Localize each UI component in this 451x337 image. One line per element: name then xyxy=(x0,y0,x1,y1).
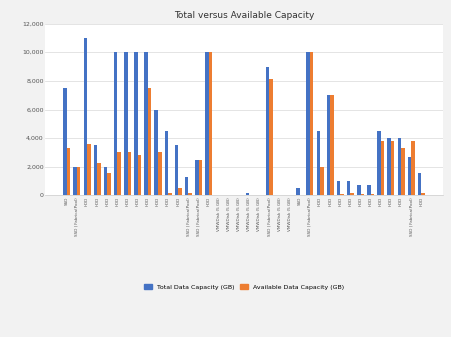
Bar xyxy=(104,167,107,195)
Bar xyxy=(144,52,147,195)
Bar xyxy=(319,167,323,195)
Bar xyxy=(346,181,350,195)
Bar xyxy=(410,141,414,195)
Bar xyxy=(205,52,208,195)
Bar xyxy=(174,145,178,195)
Bar xyxy=(377,131,380,195)
Bar xyxy=(245,193,249,195)
Bar xyxy=(356,185,360,195)
Bar xyxy=(168,192,171,195)
Bar xyxy=(77,167,80,195)
Bar xyxy=(154,110,158,195)
Bar xyxy=(147,88,151,195)
Bar xyxy=(164,131,168,195)
Bar xyxy=(309,52,313,195)
Bar xyxy=(370,194,373,195)
Bar xyxy=(158,152,161,195)
Bar xyxy=(188,192,192,195)
Bar xyxy=(124,52,127,195)
Bar xyxy=(407,157,410,195)
Bar xyxy=(117,152,121,195)
Bar xyxy=(194,160,198,195)
Bar xyxy=(87,144,91,195)
Bar xyxy=(417,173,420,195)
Bar xyxy=(329,95,333,195)
Bar xyxy=(73,167,77,195)
Bar xyxy=(380,141,383,195)
Bar xyxy=(316,131,319,195)
Bar xyxy=(114,52,117,195)
Bar xyxy=(340,194,343,195)
Bar xyxy=(178,188,181,195)
Bar xyxy=(67,148,70,195)
Bar xyxy=(390,141,394,195)
Bar xyxy=(396,138,400,195)
Legend: Total Data Capacity (GB), Available Data Capacity (GB): Total Data Capacity (GB), Available Data… xyxy=(141,281,346,292)
Bar xyxy=(265,67,269,195)
Bar xyxy=(269,80,272,195)
Bar xyxy=(93,145,97,195)
Bar xyxy=(295,188,299,195)
Bar xyxy=(127,152,131,195)
Bar xyxy=(306,52,309,195)
Title: Total versus Available Capacity: Total versus Available Capacity xyxy=(174,11,313,20)
Bar xyxy=(97,162,101,195)
Bar xyxy=(134,52,138,195)
Bar xyxy=(198,160,202,195)
Bar xyxy=(208,52,212,195)
Bar xyxy=(400,148,404,195)
Bar xyxy=(326,95,329,195)
Bar xyxy=(360,194,364,195)
Bar xyxy=(107,173,110,195)
Bar xyxy=(138,155,141,195)
Bar xyxy=(366,185,370,195)
Bar xyxy=(83,38,87,195)
Bar xyxy=(350,192,353,195)
Bar xyxy=(184,177,188,195)
Bar xyxy=(336,181,340,195)
Bar xyxy=(387,138,390,195)
Bar xyxy=(420,192,424,195)
Bar xyxy=(63,88,67,195)
